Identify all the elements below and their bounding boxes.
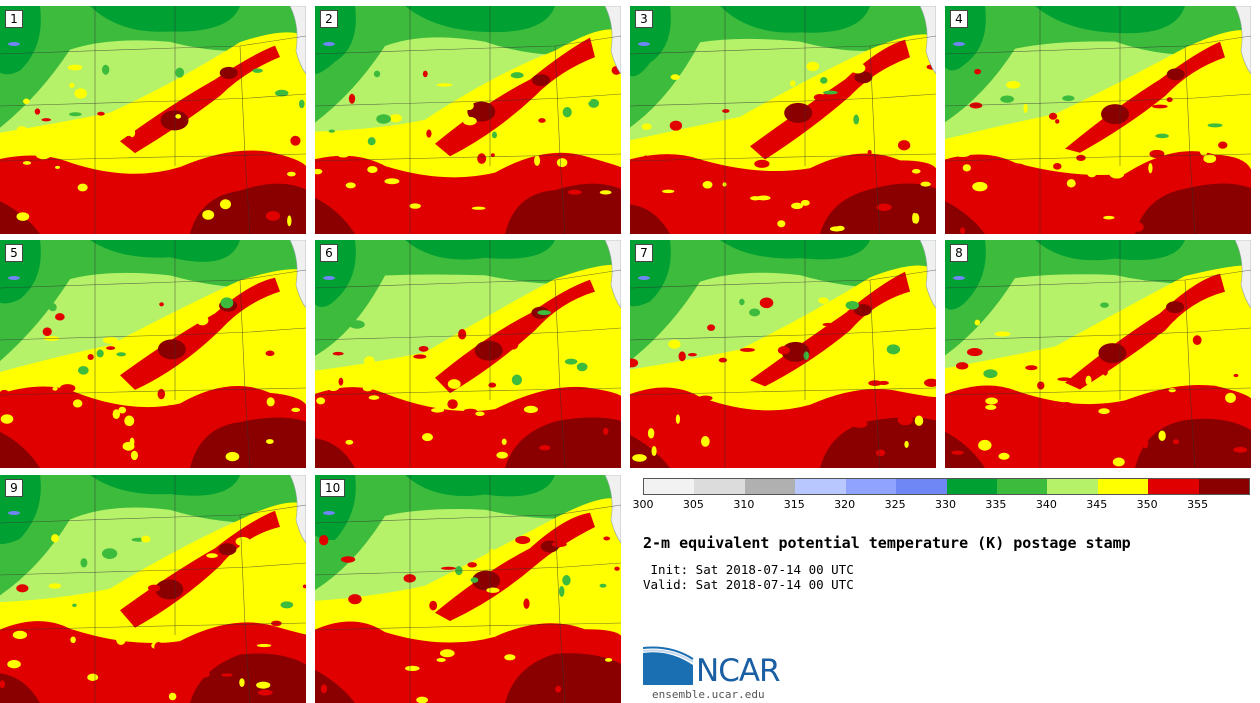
colorbar-tick-label: 330 [935, 498, 956, 511]
init-time: Init: Sat 2018-07-14 00 UTC [643, 562, 854, 577]
colorbar [643, 478, 1250, 495]
ncar-wordmark: NCAR [696, 653, 781, 689]
colorbar-tick-label: 325 [884, 498, 906, 511]
colorbar-segment [996, 479, 1048, 494]
member-number-label: 3 [635, 10, 653, 28]
member-panel-3: 3 [630, 6, 936, 234]
valid-time: Valid: Sat 2018-07-14 00 UTC [643, 577, 854, 592]
colorbar-tick-label: 350 [1136, 498, 1158, 511]
map-field [315, 240, 621, 468]
member-number-label: 8 [950, 244, 968, 262]
colorbar-tick-label: 300 [632, 498, 654, 511]
colorbar-segment [1148, 479, 1199, 494]
map-field [945, 240, 1251, 468]
colorbar-segment [694, 479, 745, 494]
colorbar-ticks: 300 305 310 315 320 325 330 335 340 345 350 355 [633, 498, 1249, 512]
colorbar-tick-label: 315 [783, 498, 805, 511]
map-field [945, 6, 1251, 234]
ncar-logo-icon [643, 646, 694, 685]
member-number-label: 2 [320, 10, 338, 28]
member-panel-8: 8 [945, 240, 1251, 468]
map-field [630, 240, 936, 468]
member-panel-1: 1 [0, 6, 306, 234]
colorbar-tick-label: 355 [1187, 498, 1209, 511]
member-panel-9: 9 [0, 475, 306, 703]
member-panel-5: 5 [0, 240, 306, 468]
colorbar-segment [896, 479, 947, 494]
colorbar-tick-label: 340 [1035, 498, 1057, 511]
member-panel-4: 4 [945, 6, 1251, 234]
member-number-label: 5 [5, 244, 23, 262]
member-number-label: 9 [5, 479, 23, 497]
member-panel-6: 6 [315, 240, 621, 468]
colorbar-tick-label: 335 [985, 498, 1007, 511]
colorbar-tick-label: 320 [834, 498, 856, 511]
map-field [315, 6, 621, 234]
member-panel-2: 2 [315, 6, 621, 234]
colorbar-segment [644, 479, 695, 494]
member-number-label: 7 [635, 244, 653, 262]
colorbar-segment [1198, 479, 1250, 494]
member-number-label: 1 [5, 10, 23, 28]
colorbar-segment [795, 479, 846, 494]
ensemble-url: ensemble.ucar.edu [652, 688, 765, 701]
colorbar-segment [845, 479, 897, 494]
map-field [0, 475, 306, 703]
colorbar-segment [946, 479, 997, 494]
member-panel-7: 7 [630, 240, 936, 468]
member-number-label: 4 [950, 10, 968, 28]
colorbar-segment [1097, 479, 1149, 494]
colorbar-segment [1047, 479, 1098, 494]
colorbar-tick-label: 305 [682, 498, 704, 511]
member-number-label: 10 [320, 479, 346, 497]
map-field [0, 6, 306, 234]
colorbar-tick-label: 345 [1086, 498, 1108, 511]
member-panel-10: 10 [315, 475, 621, 703]
figure-title: 2-m equivalent potential temperature (K)… [643, 534, 1131, 552]
colorbar-segment [744, 479, 796, 494]
colorbar-tick-label: 310 [733, 498, 755, 511]
map-field [0, 240, 306, 468]
map-field [315, 475, 621, 703]
map-field [630, 6, 936, 234]
member-number-label: 6 [320, 244, 338, 262]
ncar-logo: NCAR ensemble.ucar.edu [643, 645, 803, 703]
